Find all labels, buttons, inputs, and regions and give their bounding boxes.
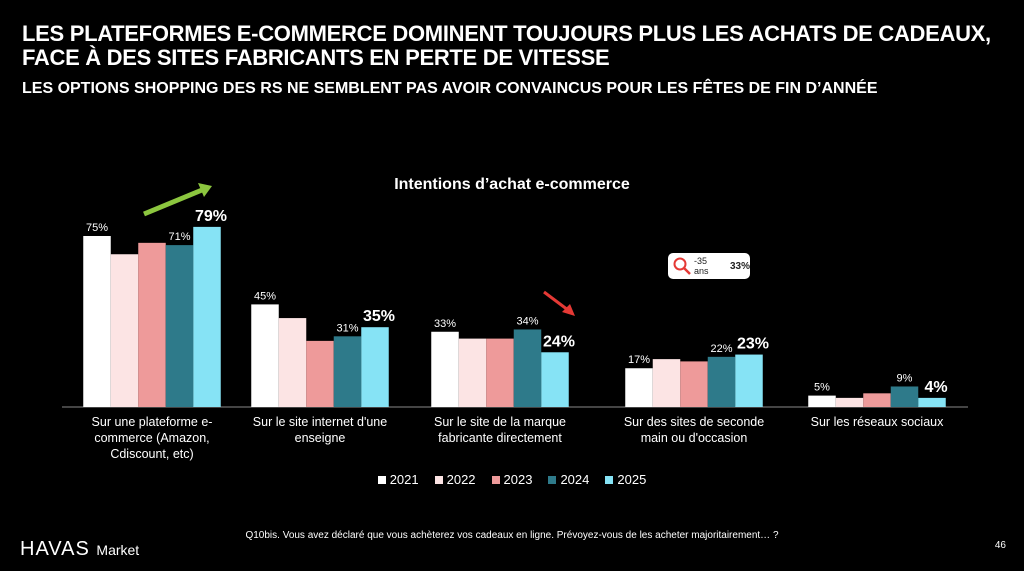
bar-2025-1 [361,327,389,407]
legend: 2021 2022 2023 2024 2025 [0,472,1024,487]
data-label: 23% [737,336,769,353]
category-label: Sur une plateforme e-commerce (Amazon, C… [91,415,213,461]
trend-up-arrow [143,187,203,217]
category-label-text: Sur le site internet d'une enseigne [252,415,388,445]
bar-2024-0 [165,245,194,407]
bar-2025-3 [735,354,763,407]
legend-label: 2021 [389,472,419,487]
bar-2022-4 [835,397,864,407]
category-label: Sur des sites de seconde main ou d'occas… [623,415,765,445]
bar-2021-2 [431,331,459,407]
legend-swatch [377,476,386,484]
legend-item-2021: 2021 [377,472,419,487]
data-label: 75% [86,222,108,234]
trend-up-arrow-head [198,183,212,197]
bar-2023-0 [138,242,166,407]
trend-down-arrow [543,290,569,312]
bar-2025-0 [193,226,221,407]
category-label-text: Sur une plateforme e-commerce (Amazon, C… [91,415,213,461]
category-label-text: Sur des sites de seconde main ou d'occas… [623,415,765,445]
legend-label: 2025 [617,472,647,487]
bar-2025-2 [541,352,569,407]
bar-2022-0 [110,254,139,407]
legend-swatch [491,476,500,484]
legend-item-2025: 2025 [605,472,646,487]
bar-2025-4 [918,397,946,407]
slide-title: LES PLATEFORMES E-COMMERCE DOMINENT TOUJ… [22,21,991,70]
data-label: 31% [336,322,358,334]
callout-value: 33% [729,260,750,272]
data-label: 71% [168,231,190,243]
category-label-text: Sur les réseaux sociaux [810,415,944,429]
logo-sub: Market [96,542,140,558]
data-label: 79% [195,208,227,225]
bar-2023-4 [863,393,891,407]
bar-2021-1 [251,304,279,407]
data-label: 35% [363,308,395,325]
data-label: 45% [254,290,276,302]
legend-swatch [548,476,557,484]
legend-label: 2022 [446,472,476,487]
data-label: 22% [710,343,732,355]
bar-2021-4 [808,395,836,407]
data-label: 17% [628,354,650,366]
bar-2024-4 [890,386,919,407]
legend-item-2023: 2023 [491,472,533,487]
page-number: 46 [994,540,1006,551]
bar-2022-1 [278,318,307,407]
bar-2024-3 [707,356,736,407]
legend-label: 2023 [503,472,533,487]
category-label-text: Sur le site de la marque fabricante dire… [433,415,566,445]
legend-label: 2024 [560,472,590,487]
legend-item-2022: 2022 [434,472,476,487]
category-label: Sur le site internet d'une enseigne [252,415,388,445]
callout-under-35: -35 ans 33% [668,253,750,279]
data-label: 33% [434,318,456,330]
bar-2023-2 [486,338,514,407]
data-label: 5% [814,382,830,394]
category-label: Sur les réseaux sociaux [810,415,944,429]
chart-title: Intentions d’achat e-commerce [394,176,630,193]
havas-logo: HAVAS Market [20,538,139,561]
logo-text: HAVAS [20,538,90,560]
magnifier-icon [673,257,691,275]
legend-item-2024: 2024 [548,472,589,487]
bar-2021-0 [83,236,111,407]
trend-down-arrow-head [562,304,575,316]
slide-subtitle: LES OPTIONS SHOPPING DES RS NE SEMBLENT … [22,80,878,97]
category-label: Sur le site de la marque fabricante dire… [433,415,566,445]
legend-swatch [605,476,614,484]
bar-2024-2 [513,329,542,407]
bar-2023-1 [306,340,334,407]
question-text: Q10bis. Vous avez déclaré que vous achèt… [245,530,779,541]
data-label: 24% [543,333,575,350]
bar-2024-1 [333,336,362,407]
data-label: 34% [516,315,538,327]
bar-2023-3 [680,361,708,407]
bar-2022-2 [458,338,487,407]
data-label: 9% [897,372,913,384]
data-label: 4% [924,379,947,396]
legend-swatch [434,476,443,484]
callout-label: -35 ans [693,256,709,276]
bar-2021-3 [625,368,653,407]
bar-2022-3 [652,359,681,407]
